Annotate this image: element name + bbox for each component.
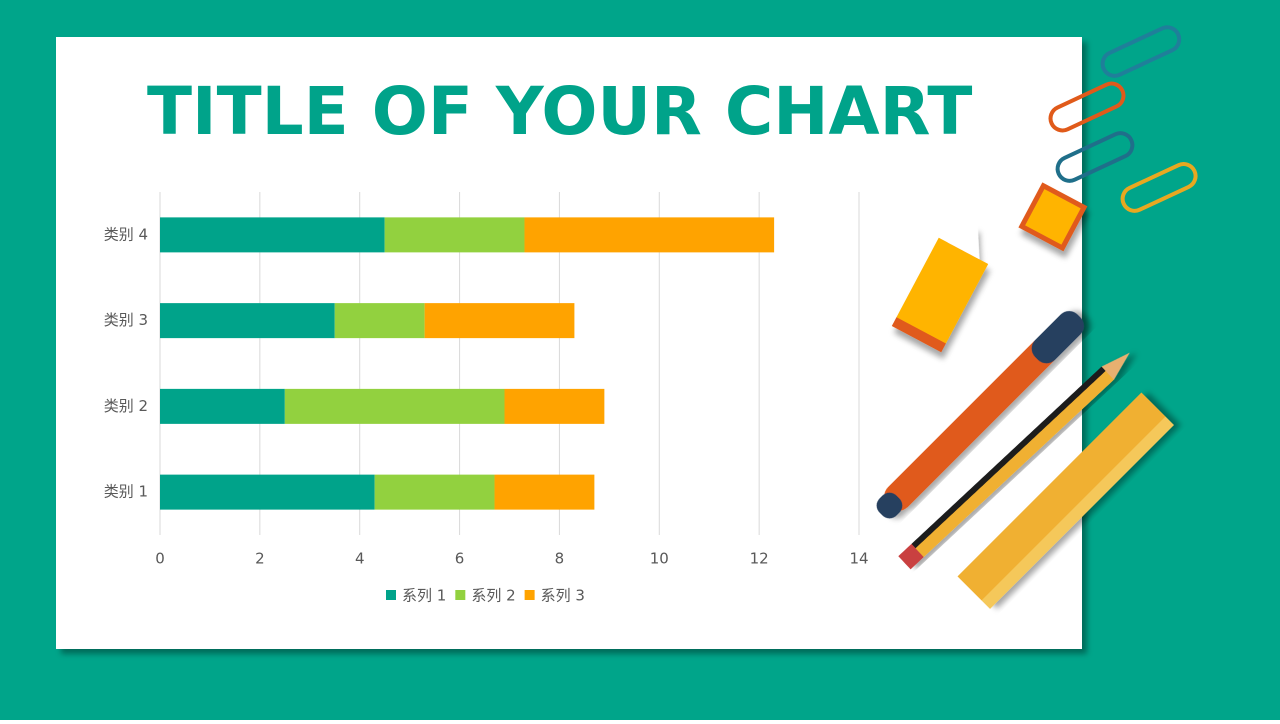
legend-label: 系列 2 [471, 587, 515, 605]
legend-label: 系列 1 [402, 587, 446, 605]
legend-label: 系列 3 [541, 587, 585, 605]
marker [891, 182, 1088, 353]
chart-title: TITLE OF YOUR CHART [147, 73, 972, 150]
bar-segment [284, 388, 505, 424]
plot: 0 2 4 6 8 10 12 14 类别 1 类别 2 类别 3 类别 4 系列 1 系列 2 系列 3 [104, 192, 869, 605]
bar-segment [160, 303, 335, 339]
bar-segment [160, 217, 385, 253]
y-tick-label: 类别 4 [104, 225, 148, 243]
x-tick-label: 14 [849, 550, 868, 568]
x-tick-label: 4 [355, 550, 365, 568]
bar-segment [424, 303, 575, 339]
x-tick-label: 12 [750, 550, 769, 568]
pen [876, 311, 1084, 519]
y-tick-label: 类别 1 [104, 483, 148, 501]
y-tick-label: 类别 2 [104, 397, 148, 415]
paper-clips [1048, 25, 1198, 213]
bar-segment [160, 474, 375, 510]
legend-swatch [386, 590, 396, 600]
ruler [957, 392, 1174, 609]
y-tick-label: 类别 3 [104, 311, 148, 329]
x-tick-label: 8 [555, 550, 565, 568]
bar-segment [524, 217, 775, 253]
bar-segment [384, 217, 525, 253]
x-tick-label: 6 [455, 550, 465, 568]
pencil [898, 352, 1130, 570]
bar-segment [334, 303, 425, 339]
bar-segment [160, 388, 285, 424]
x-tick-label: 0 [155, 550, 165, 568]
x-tick-label: 2 [255, 550, 265, 568]
bar-segment [504, 388, 605, 424]
legend-swatch [455, 590, 466, 600]
bar-segment [494, 474, 595, 510]
x-tick-label: 10 [650, 550, 669, 568]
bar-segment [374, 474, 495, 510]
legend-swatch [524, 590, 535, 600]
